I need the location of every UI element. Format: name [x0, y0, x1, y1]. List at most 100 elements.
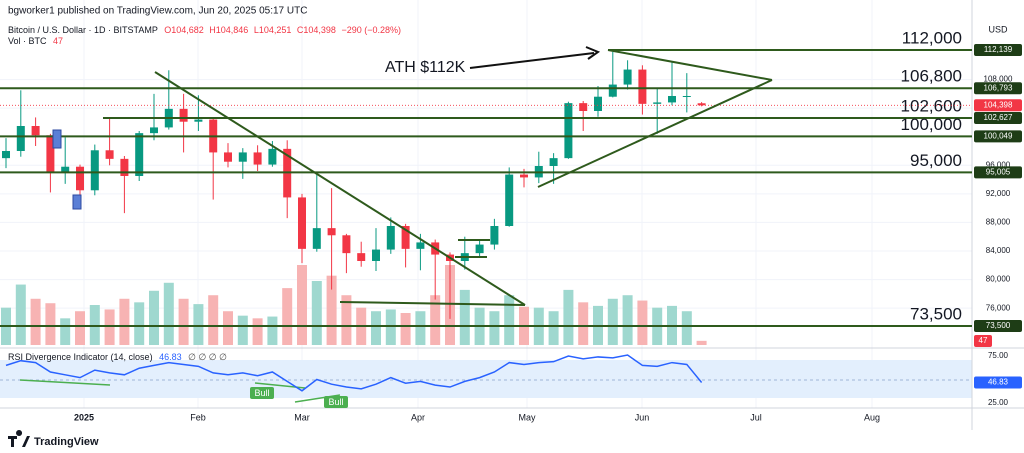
- bull-tag: [324, 396, 348, 408]
- level-label: 106,800: [901, 67, 962, 86]
- y-tick-label: 84,000: [986, 246, 1011, 255]
- level-tag: [974, 319, 1022, 332]
- volume-bar: [282, 288, 293, 345]
- volume-bar: [267, 316, 278, 345]
- currency: USD: [988, 24, 1008, 34]
- candle-body: [623, 69, 632, 85]
- candle-body: [638, 69, 647, 104]
- ath-arrow: [469, 52, 595, 69]
- y-tick-label: 96,000: [986, 160, 1011, 169]
- bull-label: Bull: [328, 397, 343, 407]
- candle-body: [105, 150, 114, 159]
- candle-body: [668, 95, 676, 103]
- volume-bar: [237, 315, 248, 345]
- candle-body: [608, 84, 617, 97]
- volume-bar: [208, 295, 219, 345]
- level-tag-label: 95,005: [986, 167, 1011, 176]
- candle-body: [327, 228, 336, 236]
- brand-logo: [8, 430, 30, 447]
- candle-body: [549, 158, 558, 166]
- level-label: 100,000: [901, 115, 962, 134]
- volume-bar: [622, 295, 633, 345]
- candle-body: [401, 225, 410, 249]
- volume-bar: [607, 298, 618, 345]
- volume-title: Vol · BTC: [8, 36, 47, 46]
- rsi-tick-label: 75.00: [988, 351, 1009, 360]
- ath-annotation: ATH $112K: [385, 59, 466, 76]
- trendline: [154, 71, 526, 306]
- candle-body: [2, 150, 10, 159]
- level-tag-label: 102,627: [984, 113, 1013, 122]
- drawings: [19, 46, 773, 403]
- x-tick-label: Feb: [190, 412, 206, 422]
- y-tick-label: 92,000: [986, 189, 1011, 198]
- support-line: [339, 301, 526, 306]
- level-tag-label: 112,139: [984, 45, 1013, 54]
- volume-bar: [297, 265, 307, 345]
- candle-body: [342, 235, 351, 254]
- y-tick-label: 76,000: [986, 303, 1011, 312]
- candle-body: [682, 95, 691, 97]
- volume-bar: [30, 298, 41, 345]
- volume-bar: [252, 318, 263, 345]
- volume-bar: [563, 289, 574, 345]
- volume-bar: [548, 311, 559, 345]
- axis-layer: 108,000104,000100,00096,00092,00088,0008…: [74, 44, 1022, 422]
- x-tick-label: Mar: [294, 412, 310, 422]
- level-tag-label: 73,500: [986, 321, 1011, 330]
- volume-bar: [385, 309, 396, 345]
- level-label: 73,500: [910, 304, 962, 323]
- rsi-flags: ∅ ∅ ∅ ∅: [188, 352, 227, 362]
- volume-bar: [311, 281, 322, 345]
- level-tag: [974, 130, 1022, 143]
- x-tick-label: Jun: [635, 412, 650, 422]
- candle-body: [238, 152, 247, 162]
- candle-body: [268, 148, 277, 165]
- x-tick-label: 2025: [74, 412, 94, 422]
- candle-body: [224, 152, 232, 162]
- rsi-value: 46.83: [159, 352, 182, 362]
- candle-body: [386, 225, 395, 250]
- marker-box: [72, 194, 82, 210]
- triangle-line: [537, 79, 773, 188]
- candle-body: [31, 125, 40, 136]
- volume-bar: [637, 300, 648, 345]
- brand: TradingView: [34, 436, 99, 448]
- volume-bar: [134, 302, 145, 345]
- rsi-title: RSI Divergence Indicator (14, close) 46.…: [8, 352, 227, 362]
- ohlc-change: −290 (−0.28%): [341, 25, 401, 35]
- volume-bar: [371, 311, 381, 345]
- candle-body: [179, 108, 188, 122]
- candle-body: [594, 96, 602, 111]
- candle-body: [564, 103, 573, 159]
- level-tag: [974, 166, 1022, 179]
- arrow-head: [585, 46, 601, 60]
- candle-body: [372, 249, 380, 261]
- volume-bar: [696, 340, 707, 345]
- volume-bar: [178, 298, 189, 345]
- volume-line: Vol · BTC 47: [8, 36, 63, 46]
- candle-body: [312, 228, 321, 249]
- y-tick-label: 88,000: [986, 218, 1011, 227]
- candle-body: [90, 150, 99, 191]
- y-tick-label: 108,000: [984, 75, 1013, 84]
- marker-box: [52, 129, 62, 149]
- volume-bar: [15, 284, 26, 345]
- candle-body: [505, 174, 514, 226]
- divergence-line: [19, 379, 111, 386]
- candle-body: [416, 242, 425, 249]
- volume-bar: [45, 303, 56, 345]
- volume-bar: [163, 282, 174, 345]
- candle-body: [76, 166, 84, 191]
- candle-body: [490, 225, 499, 245]
- candle-body: [150, 127, 158, 134]
- volume-bar: [119, 298, 130, 345]
- symbol: Bitcoin / U.S. Dollar · 1D · BITSTAMP: [8, 25, 158, 35]
- candle-body: [194, 119, 203, 122]
- volume-bar: [341, 295, 352, 345]
- bull-label: Bull: [254, 388, 269, 398]
- candle-body: [357, 253, 366, 261]
- volume-bar: [400, 313, 411, 345]
- volume-bar: [149, 290, 159, 345]
